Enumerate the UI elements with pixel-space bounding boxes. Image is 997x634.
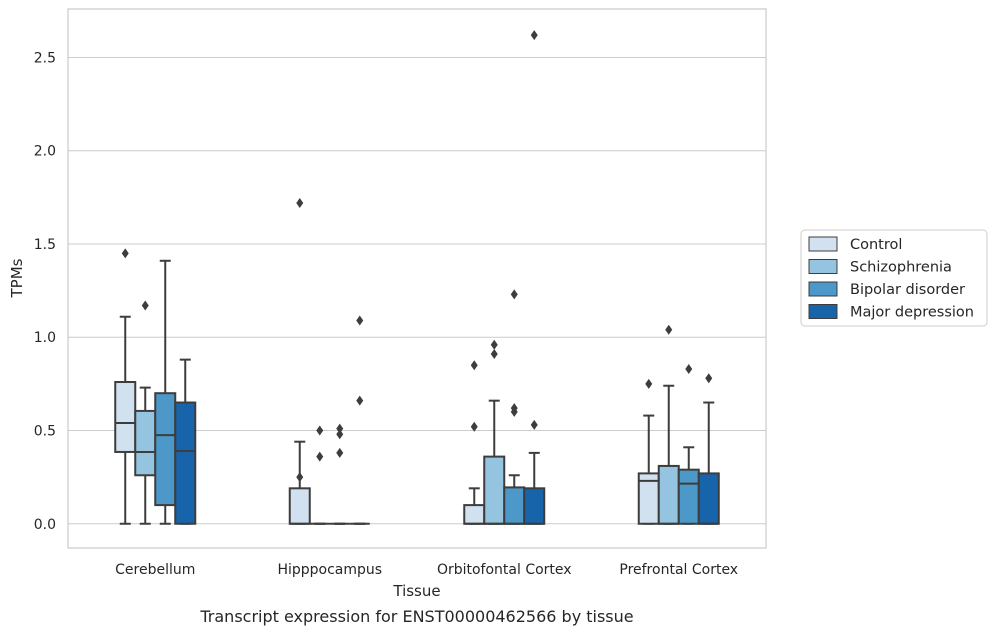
box-body — [134, 409, 157, 477]
legend-label: Major depression — [850, 305, 974, 321]
box-body — [697, 472, 720, 525]
outlier-point — [316, 451, 324, 462]
y-tick-label: 1.5 — [34, 237, 56, 253]
plot-frame — [67, 8, 767, 549]
outlier-point — [645, 378, 653, 389]
box — [463, 360, 486, 525]
box — [637, 378, 660, 525]
legend-label: Schizophrenia — [850, 260, 952, 276]
outlier-point — [510, 403, 518, 414]
category-group — [463, 30, 546, 525]
outlier-point — [356, 395, 364, 406]
outlier-point — [356, 315, 364, 326]
outlier-point — [705, 373, 713, 384]
x-tick-label: Hipppocampus — [277, 562, 382, 578]
outlier-point — [336, 429, 344, 440]
box — [483, 339, 506, 525]
outlier-point — [470, 360, 478, 371]
box — [657, 324, 680, 525]
chart-caption: Transcript expression for ENST0000046256… — [199, 607, 633, 626]
box — [154, 259, 177, 525]
outlier-point — [296, 472, 304, 483]
box — [174, 358, 197, 525]
y-tick-label: 2.0 — [34, 144, 56, 160]
legend-swatch — [808, 281, 838, 297]
box — [523, 30, 546, 525]
x-tick-label: Orbitofontal Cortex — [437, 562, 572, 578]
outlier-point — [336, 423, 344, 434]
box — [349, 315, 370, 525]
y-axis-ticks: 0.0 0.5 1.0 1.5 2.0 2.5 — [34, 50, 56, 532]
box — [677, 363, 700, 525]
box — [329, 423, 350, 525]
y-axis-title: TPMs — [8, 258, 26, 298]
y-tick-label: 1.0 — [34, 330, 56, 346]
category-group — [288, 197, 370, 525]
box-body — [288, 487, 311, 525]
box-body — [677, 468, 700, 525]
outlier-point — [685, 363, 693, 374]
outlier-point — [470, 421, 478, 432]
box-body — [523, 487, 546, 525]
outlier-point — [665, 324, 673, 335]
box-body — [657, 464, 680, 525]
y-tick-label: 2.5 — [34, 50, 56, 66]
x-axis-title: Tissue — [392, 582, 440, 600]
outlier-point — [530, 30, 538, 41]
box-body — [503, 486, 526, 525]
outlier-point — [296, 197, 304, 208]
outlier-point — [510, 289, 518, 300]
box — [288, 197, 311, 525]
x-tick-label: Prefrontal Cortex — [619, 562, 738, 578]
box — [134, 300, 157, 525]
outlier-point — [336, 447, 344, 458]
x-axis-ticks: Cerebellum Hipppocampus Orbitofontal Corte… — [115, 562, 738, 578]
outlier-point — [490, 349, 498, 360]
box — [697, 373, 720, 525]
outlier-point — [530, 419, 538, 430]
category-group — [114, 248, 197, 525]
legend-swatch — [808, 236, 838, 252]
y-tick-label: 0.0 — [34, 517, 56, 533]
box — [114, 248, 137, 525]
legend-label: Bipolar disorder — [850, 282, 965, 298]
legend-frame — [800, 229, 988, 327]
legend-swatch — [808, 259, 838, 274]
y-tick-label: 0.5 — [34, 424, 56, 440]
outlier-point — [316, 425, 324, 436]
box-body — [463, 504, 486, 525]
legend-label: Control — [850, 237, 902, 253]
box-groups — [114, 30, 720, 525]
outlier-point — [141, 300, 149, 311]
box — [309, 425, 330, 525]
x-tick-label: Cerebellum — [115, 562, 195, 578]
box-body — [174, 401, 197, 525]
box-body — [483, 455, 506, 525]
legend: Control Schizophrenia Bipolar disorder Majo… — [800, 229, 988, 327]
outlier-point — [121, 248, 129, 259]
category-group — [637, 324, 720, 525]
box-body — [114, 381, 137, 453]
legend-swatch — [808, 304, 838, 319]
outlier-point — [490, 339, 498, 350]
box-body — [154, 392, 177, 507]
box — [503, 289, 526, 525]
